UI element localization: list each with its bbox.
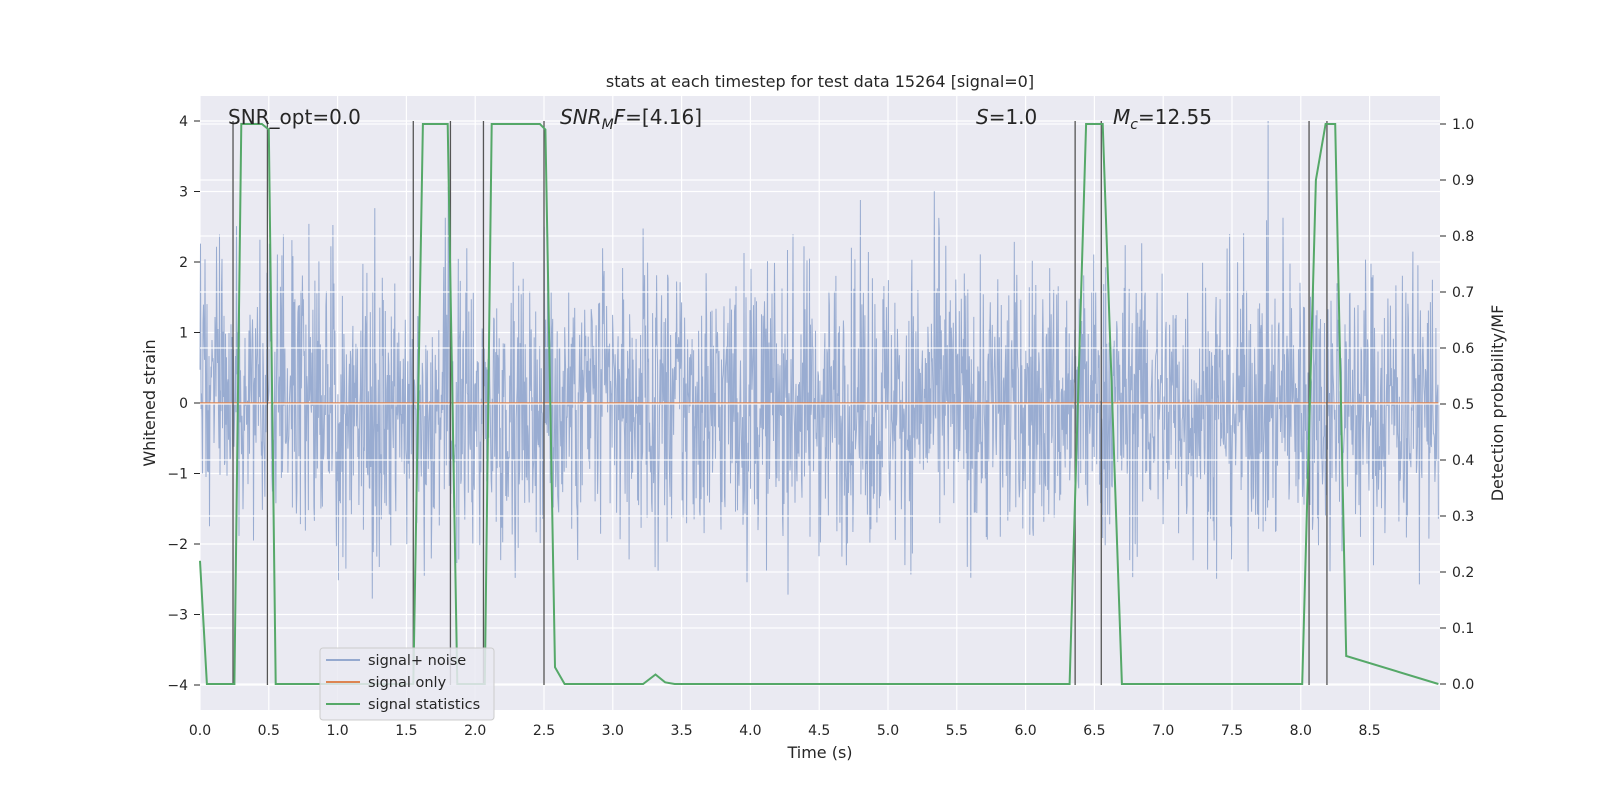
signal-statistics-line xyxy=(199,123,1439,685)
annotations: SNR_opt=0.0 SNRMF=[4.16] S=1.0 Mc=12.55 xyxy=(228,105,1212,133)
legend-label-noise: signal+ noise xyxy=(368,653,466,669)
y-tick-label: −3 xyxy=(167,608,188,624)
x-tick-label: 1.5 xyxy=(395,723,417,739)
y2-tick-label: 0.4 xyxy=(1452,453,1474,469)
x-axis-label: Time (s) xyxy=(786,743,852,762)
y-tick-label: 2 xyxy=(179,255,188,271)
y-tick-label: 4 xyxy=(179,114,188,130)
x-tick-label: 4.0 xyxy=(739,723,761,739)
x-tick-label: 4.5 xyxy=(808,723,830,739)
y2-axis-label: Detection probability/MF xyxy=(1488,305,1507,502)
x-tick-label: 8.0 xyxy=(1290,723,1312,739)
y2-tick-label: 0.9 xyxy=(1452,173,1474,189)
x-tick-label: 6.0 xyxy=(1014,723,1036,739)
y-tick-label: 0 xyxy=(179,396,188,412)
x-tick-label: 2.5 xyxy=(533,723,555,739)
legend-label-signal-only: signal only xyxy=(368,675,447,691)
y2-tick-label: 0.8 xyxy=(1452,229,1474,245)
y-tick-label: 3 xyxy=(179,185,188,201)
signal-noise-line xyxy=(199,120,1439,599)
y-axis-label: Whitened strain xyxy=(140,339,159,466)
annotation-4: Mc=12.55 xyxy=(1113,105,1212,133)
x-tick-label: 2.0 xyxy=(464,723,486,739)
x-tick-label: 3.0 xyxy=(602,723,624,739)
y-tick-label: −2 xyxy=(167,537,188,553)
x-tick-label: 0.5 xyxy=(258,723,280,739)
y-tick-label: −4 xyxy=(167,678,188,694)
x-tick-label: 0.0 xyxy=(189,723,211,739)
annotation-3: S=1.0 xyxy=(976,105,1037,129)
vertical-markers xyxy=(232,121,1328,685)
y2-tick-label: 0.5 xyxy=(1452,397,1474,413)
x-tick-label: 1.0 xyxy=(326,723,348,739)
y-tick-label: 1 xyxy=(179,326,188,342)
signal-statistics-series xyxy=(199,123,1439,685)
y-tick-label: −1 xyxy=(167,467,188,483)
ticks: 0.0 0.5 1.0 1.5 2.0 2.5 3.0 3.5 4.0 4.5 5.0 5.5 6.0 6… xyxy=(167,114,1474,739)
annotation-2: SNRMF=[4.16] xyxy=(560,105,702,133)
y2-tick-label: 0.1 xyxy=(1452,621,1474,637)
legend-box xyxy=(319,647,495,721)
signal-noise-series xyxy=(199,120,1439,599)
y2-tick-label: 0.3 xyxy=(1452,509,1474,525)
y2-tick-label: 0.7 xyxy=(1452,285,1474,301)
y2-tick-label: 0.2 xyxy=(1452,565,1474,581)
x-tick-label: 8.5 xyxy=(1358,723,1380,739)
x-tick-label: 7.5 xyxy=(1221,723,1243,739)
x-tick-label: 7.0 xyxy=(1152,723,1174,739)
legend-label-statistics: signal statistics xyxy=(368,697,480,713)
x-tick-label: 5.0 xyxy=(877,723,899,739)
y2-tick-label: 0.0 xyxy=(1452,677,1474,693)
x-tick-label: 5.5 xyxy=(946,723,968,739)
legend: signal+ noise signal only signal statist… xyxy=(319,647,495,721)
y2-tick-label: 0.6 xyxy=(1452,341,1474,357)
x-tick-label: 6.5 xyxy=(1083,723,1105,739)
x-tick-label: 3.5 xyxy=(670,723,692,739)
y2-tick-label: 1.0 xyxy=(1452,117,1474,133)
annotation-1: SNR_opt=0.0 xyxy=(228,105,361,129)
chart-title: stats at each timestep for test data 152… xyxy=(606,72,1034,91)
